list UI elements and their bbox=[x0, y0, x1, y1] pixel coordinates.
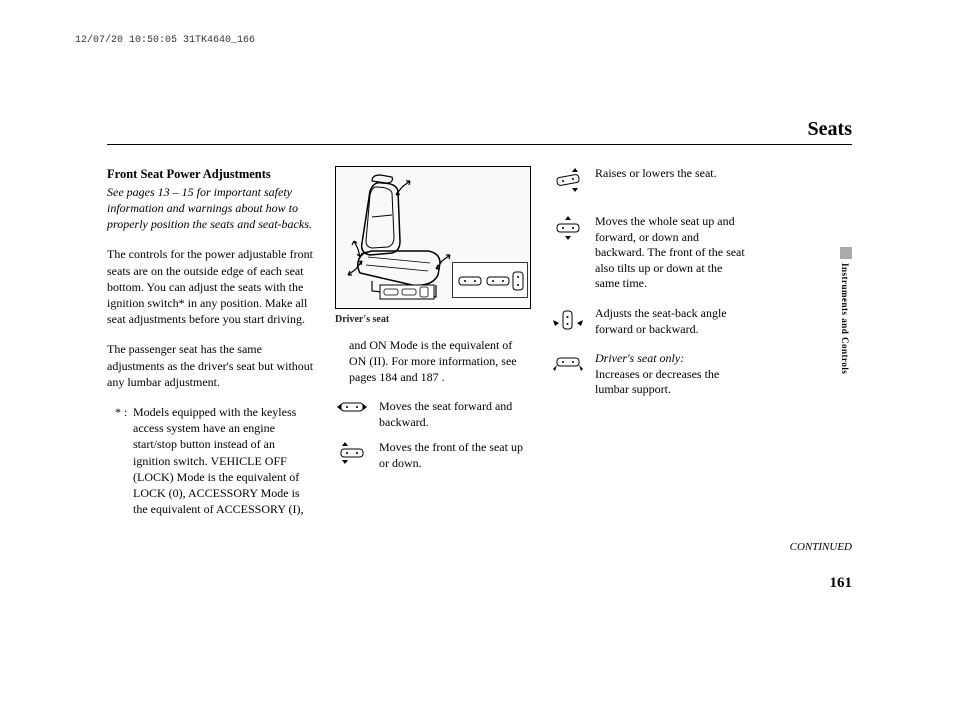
control-description: Moves the seat forward and backward. bbox=[379, 399, 531, 430]
control-description: Moves the whole seat up and forward, or … bbox=[595, 214, 747, 292]
seat-back-angle-icon bbox=[551, 306, 585, 334]
seat-figure bbox=[335, 166, 531, 309]
paragraph: The passenger seat has the same adjustme… bbox=[107, 341, 315, 390]
control-note-italic: Driver's seat only: bbox=[595, 351, 684, 365]
control-description: Driver's seat only: Increases or decreas… bbox=[595, 351, 747, 398]
safety-note: See pages 13 – 15 for important safety i… bbox=[107, 184, 315, 233]
tab-marker bbox=[840, 247, 852, 259]
control-panel-icon bbox=[453, 263, 529, 299]
control-row: Moves the front of the seat up or down. bbox=[335, 440, 531, 471]
control-panel-inset bbox=[452, 262, 528, 298]
control-description: Moves the front of the seat up or down. bbox=[379, 440, 531, 471]
column-3: Raises or lowers the seat. Moves the who… bbox=[551, 166, 747, 517]
seat-whole-updown-icon bbox=[551, 214, 585, 242]
page-content: Front Seat Power Adjustments See pages 1… bbox=[107, 166, 747, 517]
control-description: Raises or lowers the seat. bbox=[595, 166, 747, 182]
seat-front-updown-icon bbox=[335, 440, 369, 466]
paragraph: The controls for the power adjustable fr… bbox=[107, 246, 315, 327]
column-1: Front Seat Power Adjustments See pages 1… bbox=[107, 166, 315, 517]
figure-caption: Driver's seat bbox=[335, 313, 531, 327]
control-row: Raises or lowers the seat. bbox=[551, 166, 747, 194]
continued-label: CONTINUED bbox=[790, 541, 852, 553]
footnote: * : Models equipped with the keyless acc… bbox=[107, 404, 315, 517]
footnote-text: Models equipped with the keyless access … bbox=[133, 405, 304, 516]
page-number: 161 bbox=[830, 575, 853, 592]
control-row: Moves the whole seat up and forward, or … bbox=[551, 214, 747, 292]
control-description: Adjusts the seat-back angle forward or b… bbox=[595, 306, 747, 337]
control-row: Driver's seat only: Increases or decreas… bbox=[551, 351, 747, 398]
tab-label: Instruments and Controls bbox=[840, 263, 850, 374]
seat-fwd-back-icon bbox=[335, 399, 369, 417]
title-rule bbox=[107, 144, 852, 145]
page-title: Seats bbox=[808, 118, 852, 141]
section-heading: Front Seat Power Adjustments bbox=[107, 166, 315, 183]
column-2: Driver's seat and ON Mode is the equival… bbox=[335, 166, 531, 517]
footnote-marker: * : bbox=[115, 404, 127, 420]
continuation-text: and ON Mode is the equivalent of ON (II)… bbox=[335, 337, 531, 386]
section-tab: Instruments and Controls bbox=[840, 247, 852, 397]
control-row: Adjusts the seat-back angle forward or b… bbox=[551, 306, 747, 337]
doc-timestamp: 12/07/20 10:50:05 31TK4640_166 bbox=[75, 35, 255, 46]
control-row: Moves the seat forward and backward. bbox=[335, 399, 531, 430]
lumbar-support-icon bbox=[551, 351, 585, 373]
seat-raise-lower-icon bbox=[551, 166, 585, 194]
control-text: Increases or decreases the lumbar suppor… bbox=[595, 367, 719, 397]
